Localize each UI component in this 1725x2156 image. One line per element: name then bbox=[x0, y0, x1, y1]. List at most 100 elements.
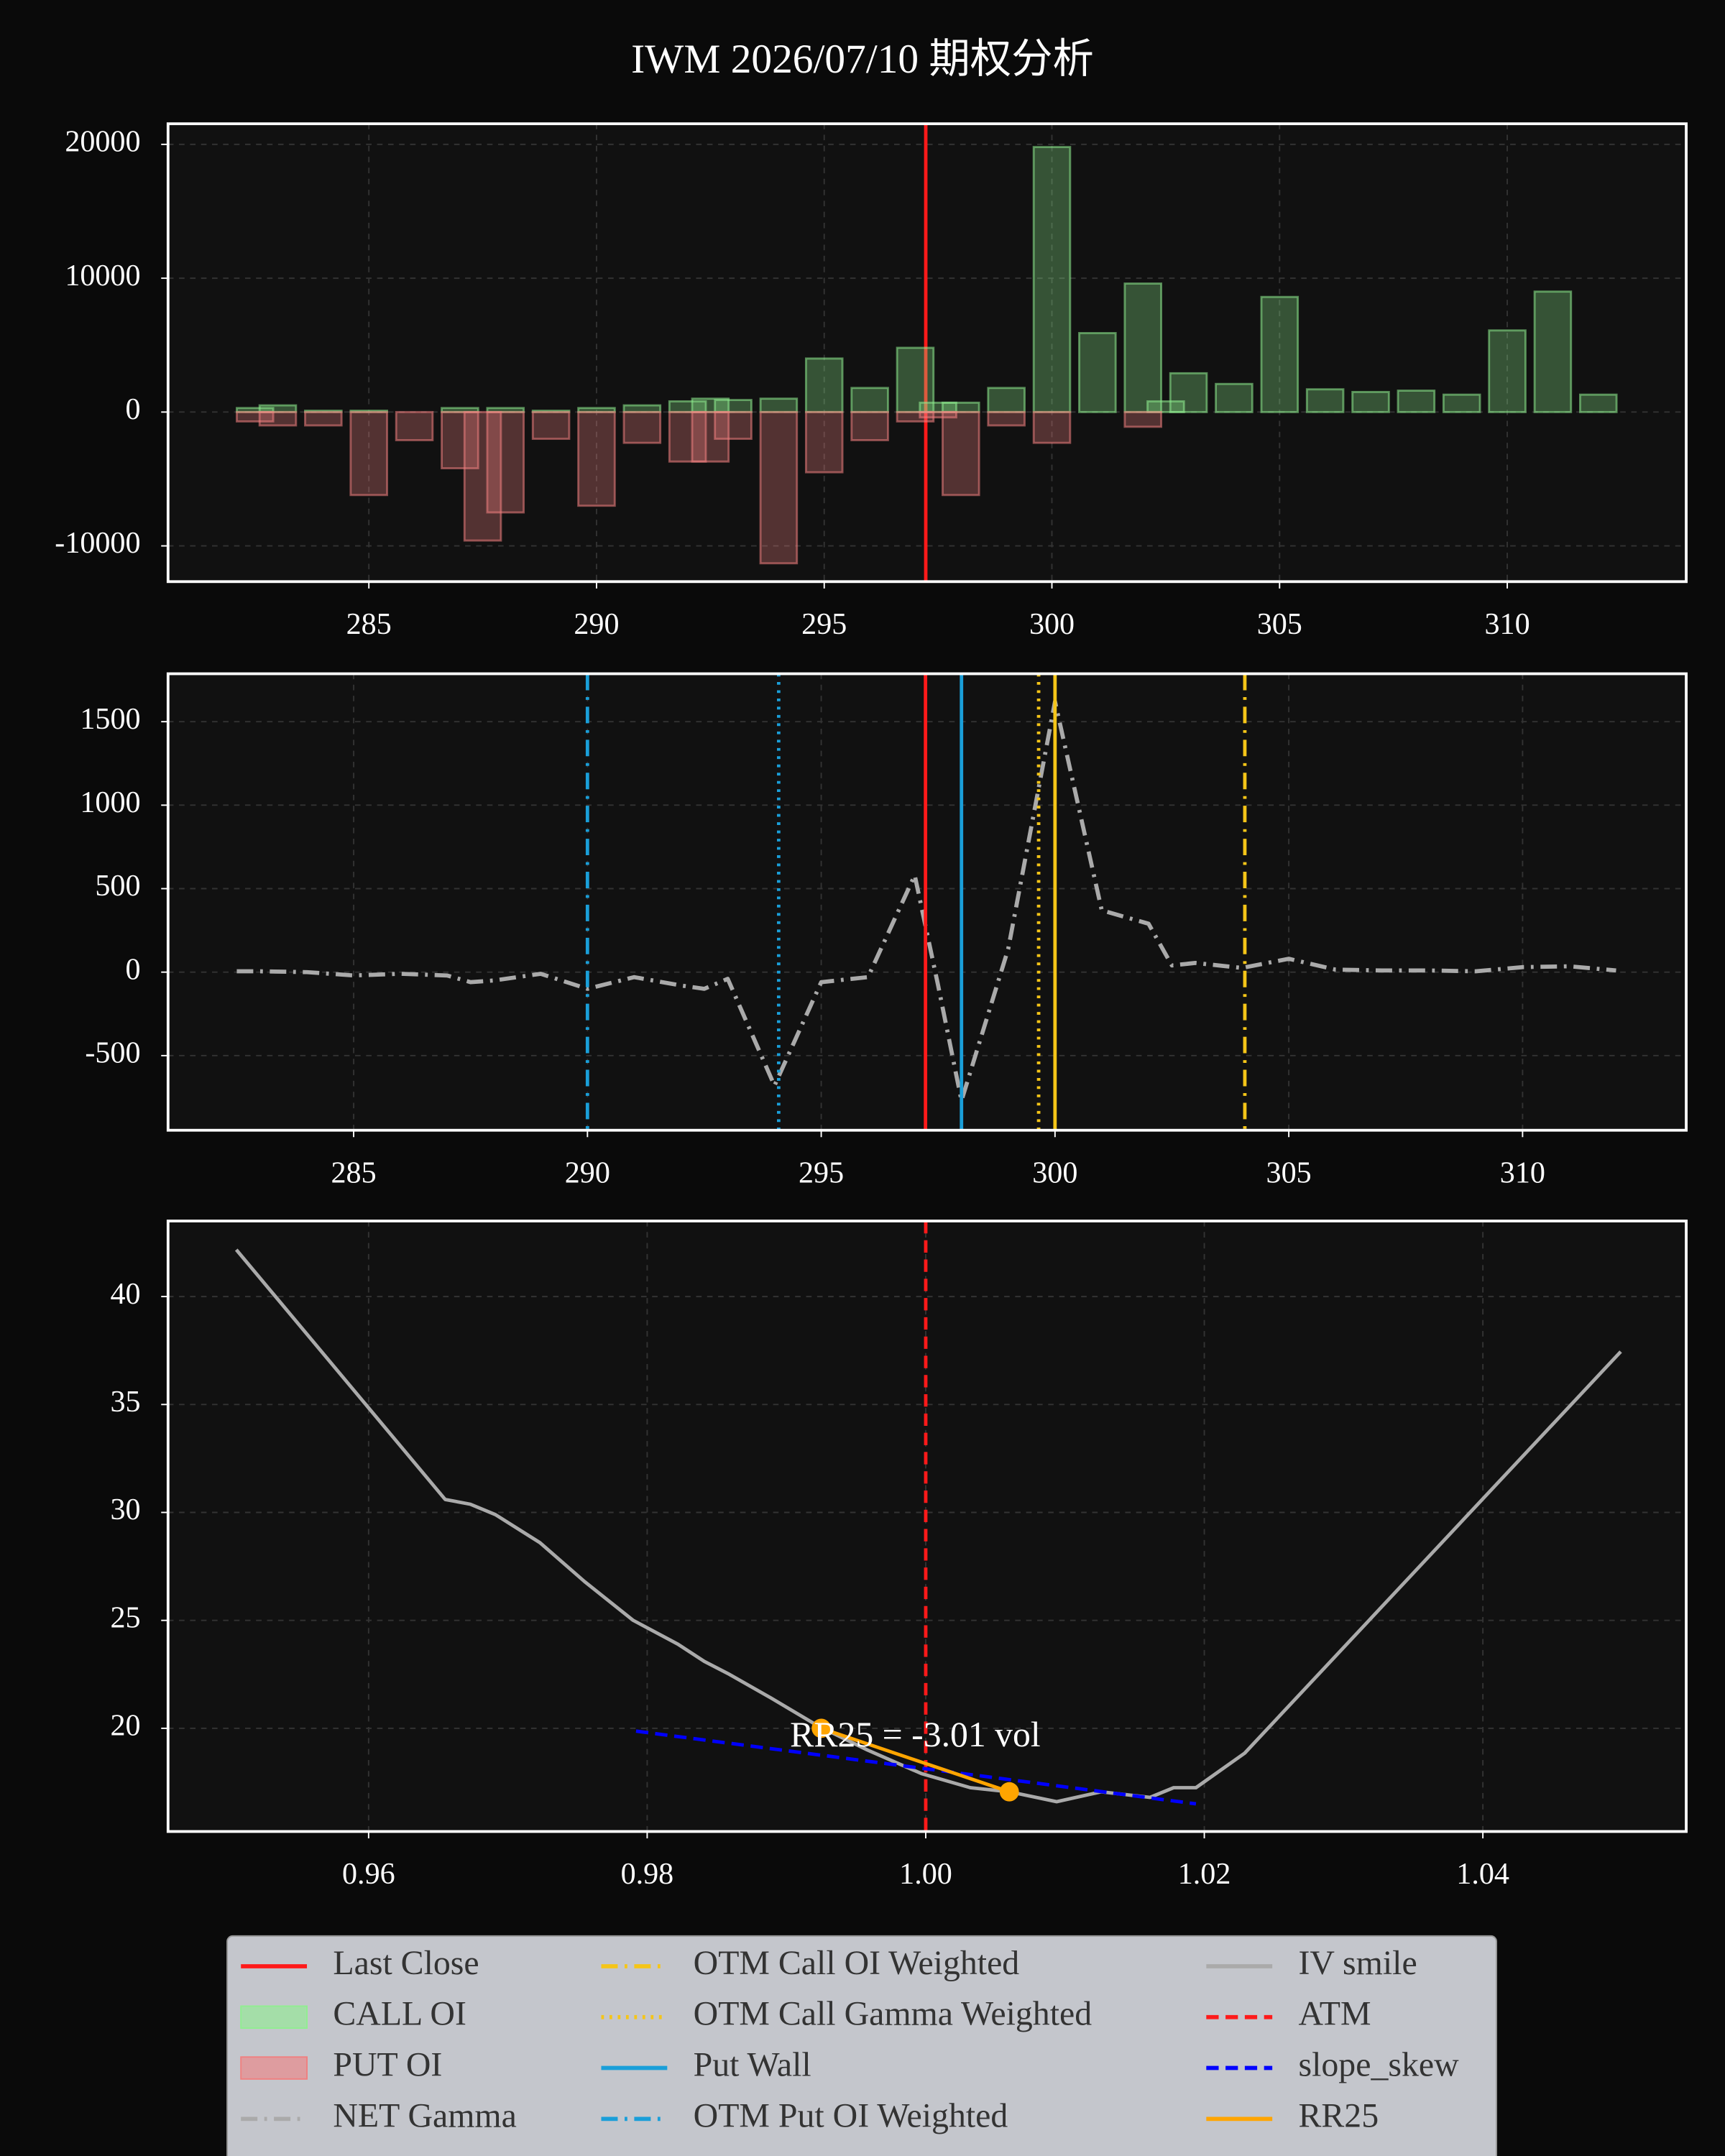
point bbox=[999, 1782, 1019, 1802]
y-tick-label: 0 bbox=[125, 952, 140, 986]
bar bbox=[942, 410, 980, 497]
legend-swatch bbox=[240, 2056, 308, 2080]
bar bbox=[1169, 372, 1208, 413]
x-tick-label: 285 bbox=[331, 1156, 376, 1189]
legend-label: OTM Put OI Weighted bbox=[694, 2096, 1008, 2134]
y-tick-label: 20000 bbox=[65, 125, 140, 159]
point bbox=[811, 1718, 832, 1738]
series-line bbox=[820, 1726, 1011, 1794]
y-tick-label: 10000 bbox=[65, 259, 140, 292]
bar bbox=[714, 410, 753, 441]
legend-swatch bbox=[240, 2005, 308, 2030]
legend-box bbox=[226, 1935, 1497, 2156]
bar bbox=[349, 410, 388, 497]
y-tick-label: 1500 bbox=[80, 702, 140, 736]
x-tick-label: 1.00 bbox=[899, 1857, 952, 1891]
y-tick-label: 30 bbox=[110, 1493, 140, 1526]
y-tick-label: 20 bbox=[110, 1709, 140, 1743]
series-line bbox=[236, 699, 1616, 1103]
legend-label: slope_skew bbox=[1299, 2046, 1460, 2084]
bar bbox=[759, 410, 799, 565]
bar bbox=[1215, 382, 1254, 413]
legend-label: IV smile bbox=[1299, 1944, 1417, 1982]
bar bbox=[1260, 295, 1300, 413]
bar bbox=[759, 397, 799, 413]
plot-layer bbox=[167, 124, 1687, 582]
legend-label: Last Close bbox=[333, 1944, 479, 1982]
bar bbox=[1123, 410, 1163, 428]
bar bbox=[1305, 388, 1345, 413]
x-tick-label: 295 bbox=[799, 1156, 844, 1189]
legend-label: OTM Call OI Weighted bbox=[694, 1944, 1020, 1982]
x-tick-label: 305 bbox=[1257, 607, 1302, 641]
bar bbox=[896, 346, 935, 413]
bar bbox=[463, 410, 502, 542]
x-tick-label: 1.04 bbox=[1456, 1857, 1509, 1891]
bar bbox=[1397, 390, 1436, 413]
bar bbox=[919, 410, 957, 419]
x-tick-label: 285 bbox=[346, 607, 392, 641]
bar bbox=[942, 401, 980, 413]
legend-label: OTM Call Gamma Weighted bbox=[694, 1995, 1092, 2033]
bar bbox=[1351, 390, 1390, 413]
x-tick-label: 310 bbox=[1500, 1156, 1545, 1189]
bar bbox=[441, 410, 479, 470]
bar bbox=[987, 410, 1026, 427]
y-tick-label: 25 bbox=[110, 1600, 140, 1634]
bar bbox=[1032, 146, 1072, 413]
y-tick-label: -500 bbox=[85, 1036, 140, 1070]
bar bbox=[1578, 393, 1618, 413]
series-line bbox=[635, 1729, 1197, 1806]
bar bbox=[850, 387, 889, 413]
legend-label: ATM bbox=[1299, 1995, 1371, 2033]
axes-frame bbox=[166, 122, 1688, 584]
bar bbox=[804, 357, 844, 413]
x-tick-label: 310 bbox=[1484, 607, 1530, 641]
bar bbox=[258, 410, 298, 427]
bar bbox=[236, 410, 275, 423]
chart-title: IWM 2026/07/10 期权分析 bbox=[631, 37, 1094, 82]
bar bbox=[622, 410, 662, 444]
legend-label: RR25 bbox=[1299, 2096, 1379, 2134]
x-tick-label: 0.96 bbox=[342, 1857, 395, 1891]
axes-frame bbox=[166, 672, 1688, 1132]
bar bbox=[1078, 332, 1117, 413]
bar bbox=[1123, 282, 1163, 413]
annotation: RR25 = -3.01 vol bbox=[790, 1715, 1041, 1754]
x-tick-label: 290 bbox=[574, 607, 619, 641]
bar bbox=[850, 410, 889, 441]
y-tick-label: -10000 bbox=[55, 526, 140, 560]
axes-frame bbox=[166, 1220, 1688, 1833]
bar bbox=[691, 410, 730, 463]
y-tick-label: 40 bbox=[110, 1277, 140, 1311]
y-tick-label: 0 bbox=[125, 392, 140, 426]
legend-label: PUT OI bbox=[333, 2046, 442, 2084]
bar bbox=[987, 387, 1026, 413]
bar bbox=[304, 410, 343, 427]
y-tick-label: 1000 bbox=[80, 786, 140, 819]
bar bbox=[486, 410, 525, 514]
bar bbox=[804, 410, 844, 474]
bar bbox=[668, 410, 707, 463]
legend-label: CALL OI bbox=[333, 1995, 466, 2033]
x-tick-label: 300 bbox=[1029, 607, 1075, 641]
bar bbox=[531, 410, 571, 441]
x-tick-label: 1.02 bbox=[1178, 1857, 1231, 1891]
x-tick-label: 0.98 bbox=[621, 1857, 674, 1891]
bar bbox=[714, 399, 753, 413]
plot-layer bbox=[167, 1220, 1687, 1832]
x-tick-label: 305 bbox=[1266, 1156, 1312, 1189]
legend-label: Put Wall bbox=[694, 2046, 811, 2084]
x-tick-label: 300 bbox=[1032, 1156, 1077, 1189]
legend-label: NET Gamma bbox=[333, 2096, 516, 2134]
x-tick-label: 290 bbox=[565, 1156, 610, 1189]
bar bbox=[1488, 329, 1527, 413]
bar bbox=[577, 410, 616, 507]
bar bbox=[1032, 410, 1072, 444]
x-tick-label: 295 bbox=[801, 607, 847, 641]
bar bbox=[1533, 290, 1573, 413]
bar bbox=[1442, 393, 1481, 413]
bar bbox=[395, 410, 434, 441]
